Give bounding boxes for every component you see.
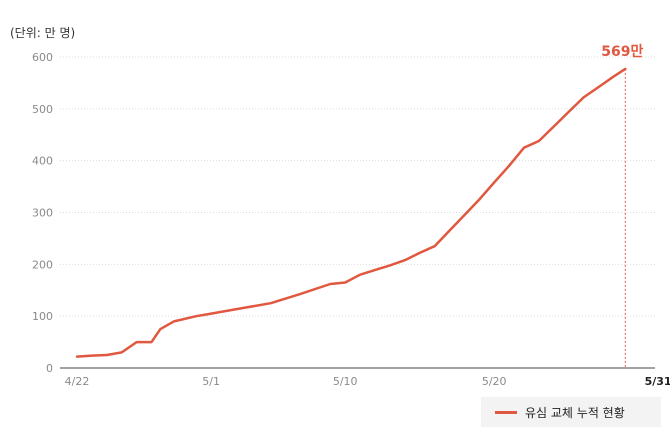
x-tick-label: 4/22: [65, 375, 90, 388]
y-axis-ticks: 0 100 200 300 400 500 600: [32, 51, 53, 375]
x-tick-label: 5/10: [333, 375, 358, 388]
end-value-label: 569만: [601, 44, 643, 60]
x-tick-label: 5/31: [645, 375, 670, 388]
y-tick-label: 100: [32, 310, 53, 323]
legend-swatch: [495, 410, 517, 414]
x-tick-label: 5/20: [482, 375, 507, 388]
grid-lines: [60, 56, 655, 317]
y-tick-label: 200: [32, 258, 53, 271]
x-tick-label: 5/1: [202, 375, 220, 388]
series-line: [75, 67, 627, 358]
unit-label: (단위: 만 명): [10, 26, 76, 40]
y-tick-label: 300: [32, 207, 53, 220]
legend: 유심 교체 누적 현황: [481, 397, 661, 427]
y-tick-label: 600: [32, 51, 53, 64]
x-axis-ticks: 4/22 5/1 5/10 5/20 5/31: [65, 375, 670, 388]
legend-label: 유심 교체 누적 현황: [525, 405, 625, 420]
y-tick-label: 0: [46, 362, 53, 375]
y-tick-label: 500: [32, 103, 53, 116]
y-tick-label: 400: [32, 155, 53, 168]
